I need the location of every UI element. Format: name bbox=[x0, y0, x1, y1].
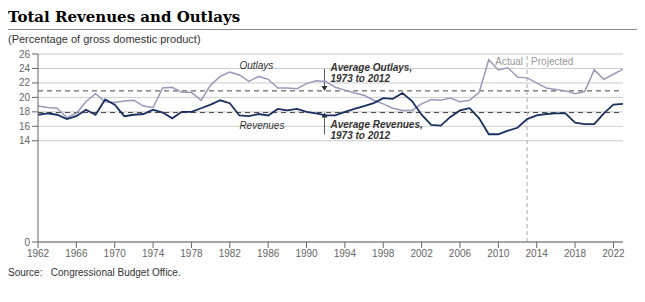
svg-text:Average Revenues,: Average Revenues, bbox=[330, 119, 423, 130]
svg-text:2022: 2022 bbox=[602, 248, 625, 259]
svg-text:1970: 1970 bbox=[104, 248, 127, 259]
svg-text:1973 to 2012: 1973 to 2012 bbox=[331, 130, 391, 141]
svg-text:14: 14 bbox=[19, 135, 31, 146]
svg-text:1966: 1966 bbox=[65, 248, 88, 259]
svg-text:2002: 2002 bbox=[410, 248, 433, 259]
svg-text:0: 0 bbox=[24, 237, 30, 248]
svg-text:Projected: Projected bbox=[531, 56, 573, 67]
svg-text:20: 20 bbox=[19, 92, 31, 103]
svg-text:2010: 2010 bbox=[487, 248, 510, 259]
svg-text:1986: 1986 bbox=[257, 248, 280, 259]
svg-text:18: 18 bbox=[19, 106, 31, 117]
svg-text:22: 22 bbox=[19, 77, 31, 88]
svg-text:2006: 2006 bbox=[449, 248, 472, 259]
svg-text:Revenues: Revenues bbox=[239, 120, 284, 131]
svg-text:1978: 1978 bbox=[180, 248, 203, 259]
svg-text:2018: 2018 bbox=[564, 248, 587, 259]
html-text:(Percentage of gross domestic: (Percentage of gross domestic product) bbox=[8, 33, 201, 45]
svg-text:16: 16 bbox=[19, 121, 31, 132]
html-text:Source: Congressional Budget O: Source: Congressional Budget Office. bbox=[8, 267, 181, 278]
svg-text:26: 26 bbox=[19, 49, 31, 60]
svg-text:1982: 1982 bbox=[219, 248, 242, 259]
svg-text:1990: 1990 bbox=[295, 248, 318, 259]
svg-text:1962: 1962 bbox=[27, 248, 50, 259]
svg-text:1973 to 2012: 1973 to 2012 bbox=[331, 73, 391, 84]
svg-text:24: 24 bbox=[19, 63, 31, 74]
svg-text:1994: 1994 bbox=[334, 248, 357, 259]
svg-text:1974: 1974 bbox=[142, 248, 165, 259]
html-text:Total Revenues and Outlays: Total Revenues and Outlays bbox=[8, 8, 241, 26]
svg-text:Average Outlays,: Average Outlays, bbox=[330, 62, 413, 73]
svg-text:Actual: Actual bbox=[495, 56, 523, 67]
svg-text:1998: 1998 bbox=[372, 248, 395, 259]
svg-text:2014: 2014 bbox=[526, 248, 549, 259]
svg-text:Outlays: Outlays bbox=[239, 60, 273, 71]
